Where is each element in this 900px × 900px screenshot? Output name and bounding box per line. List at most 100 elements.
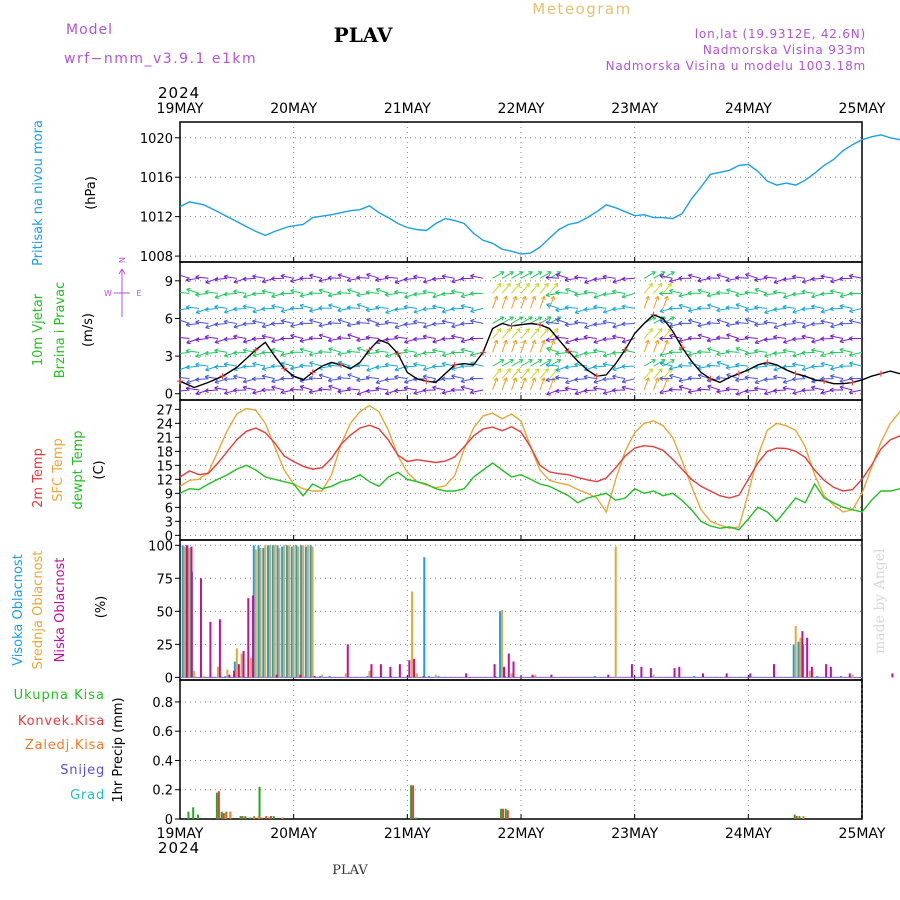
wind-arrow-head (744, 335, 749, 340)
wind-arrow (470, 389, 484, 394)
wind-arrow-head (830, 278, 835, 284)
wind-arrow (375, 277, 389, 281)
wind-arrow (470, 362, 484, 367)
wind-arrow-head (233, 334, 238, 340)
wind-arrow-head (366, 272, 371, 278)
conv-precip-bar (217, 791, 220, 819)
low-cloud-bar (806, 637, 809, 678)
wind-arrow-head (506, 328, 511, 333)
wind-arrow (223, 320, 237, 324)
wind-arrow (643, 368, 653, 379)
wind-arrow-head (678, 275, 683, 281)
wind-arrow-head (431, 276, 437, 282)
wind-arrow-head (261, 323, 267, 329)
wind-arrow-head (658, 328, 663, 333)
wind-arrow (583, 351, 597, 354)
wind-arrow (820, 292, 834, 295)
y-tick-label: 50 (156, 605, 173, 620)
wind-arrow-head (678, 378, 683, 383)
wind-arrow (309, 362, 323, 367)
wind-arrow-head (555, 290, 560, 295)
wind-arrow-head (233, 350, 238, 356)
wind-speed-marker (707, 375, 714, 382)
wind-arrow (328, 322, 342, 324)
wind-arrow (726, 289, 740, 294)
wind-arrow-head (460, 276, 465, 282)
wind-arrow (214, 349, 228, 353)
wind-arrow-head (404, 339, 409, 344)
wind-arrow (356, 321, 370, 324)
wind-arrow (384, 321, 398, 324)
wind-arrow-head (612, 366, 617, 372)
wind-arrow-head (678, 363, 683, 369)
wind-arrow-head (654, 339, 660, 345)
wind-arrow-head (441, 389, 447, 395)
wind-arrow-head (706, 363, 711, 368)
wind-speed-marker (679, 344, 686, 351)
wind-arrow (318, 388, 332, 391)
wind-arrow (375, 322, 389, 326)
wind-arrow-head (664, 339, 669, 345)
wind-arrow-head (327, 292, 333, 298)
wind-arrow-head (744, 388, 749, 394)
wind-arrow-head (648, 328, 653, 333)
low-cloud-bar (252, 595, 255, 678)
wind-arrow-head (327, 337, 333, 343)
wind-arrow-head (328, 347, 333, 352)
cloud-title-high: Visoka Oblacnost (11, 554, 26, 666)
wind-arrow-head (318, 373, 324, 379)
wind-arrow (735, 276, 749, 279)
wind-arrow-head (848, 376, 853, 381)
wind-arrow (643, 328, 653, 339)
compass-north: N (118, 257, 127, 263)
wind-arrow (346, 388, 361, 391)
wind-arrow-head (791, 291, 797, 297)
wind-arrow (186, 277, 200, 281)
wind-arrow-head (659, 291, 664, 296)
wind-arrow-head (413, 319, 418, 325)
wind-arrow-head (801, 279, 807, 284)
wind-arrow (849, 320, 862, 324)
high-cloud-bar (266, 545, 269, 678)
wind-arrow-head (612, 279, 617, 284)
wind-arrow-head (564, 322, 569, 328)
wind-arrow-head (280, 318, 285, 324)
low-cloud-bar (299, 674, 302, 678)
x-tick-label-top: 24MAY (725, 101, 772, 117)
wind-arrow-head (602, 319, 607, 325)
wind-arrow (337, 292, 351, 294)
wind-arrow (643, 359, 656, 367)
wind-arrow (801, 290, 815, 294)
x-tick-label-bottom: 20MAY (270, 826, 317, 842)
wind-arrow-head (716, 307, 721, 313)
low-cloud-bar (810, 666, 813, 678)
total-precip-bar (258, 786, 261, 819)
temp-unit: (C) (92, 460, 107, 479)
wind-arrow (337, 361, 351, 367)
low-cloud-bar (398, 664, 401, 678)
wind-arrow-head (602, 309, 608, 314)
wind-arrow (782, 349, 796, 353)
wind-arrow-head (791, 274, 797, 280)
conv-precip-bar (795, 816, 798, 819)
wind-arrow-head (233, 289, 238, 295)
wind-arrow-head (602, 390, 608, 396)
wind-arrow (309, 274, 323, 279)
wind-arrow-head (669, 278, 674, 284)
wind-arrow-head (555, 375, 560, 380)
y-tick-label: 12 (156, 473, 173, 488)
wind-arrow (773, 389, 787, 392)
wind-arrow (180, 307, 190, 311)
wind-arrow (470, 320, 484, 324)
wind-arrow (545, 321, 559, 324)
wind-arrow-head (214, 364, 219, 370)
wind-arrow (520, 377, 526, 391)
wind-arrow (337, 337, 351, 340)
high-cloud-bar (428, 676, 431, 678)
wind-arrow-head (670, 359, 675, 364)
wind-arrow (432, 322, 446, 325)
wind-arrow (621, 322, 635, 325)
wind-arrow-head (546, 346, 551, 352)
wind-arrow-head (839, 321, 844, 327)
wind-arrow-head (583, 350, 588, 356)
